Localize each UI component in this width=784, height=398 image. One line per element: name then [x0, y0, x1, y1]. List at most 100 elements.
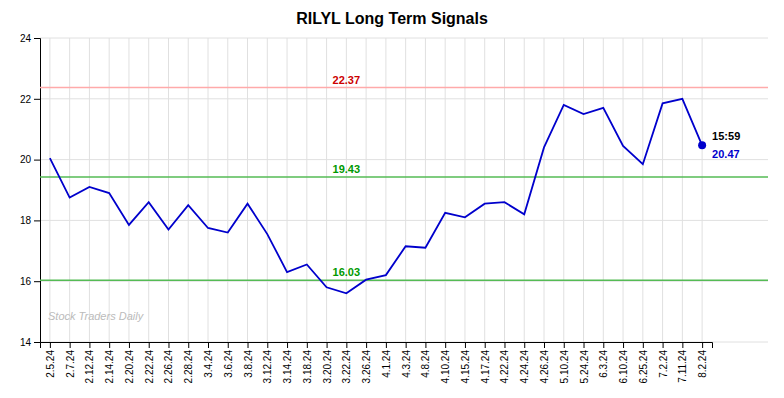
x-tick: 6.25.24 — [638, 342, 649, 383]
x-tick-label: 6.10.24 — [618, 350, 629, 384]
x-tick-mark — [465, 342, 466, 348]
x-tick: 3.18.24 — [302, 342, 313, 383]
x-tick-label: 6.25.24 — [638, 350, 649, 384]
x-tick-label: 4.26.24 — [539, 350, 550, 384]
x-tick-label: 4.17.24 — [480, 350, 491, 384]
x-tick: 7.2.24 — [658, 342, 669, 378]
x-tick: 8.2.24 — [697, 342, 708, 378]
x-tick-label: 2.7.24 — [65, 350, 76, 378]
x-tick: 5.24.24 — [579, 342, 590, 383]
reference-line — [40, 176, 768, 178]
x-tick-mark — [386, 342, 387, 348]
x-tick: 3.8.24 — [243, 342, 254, 378]
grid-line-x — [405, 38, 406, 342]
x-tick-mark — [584, 342, 585, 348]
x-tick: 5.10.24 — [559, 342, 570, 383]
x-axis-line — [41, 343, 713, 349]
x-tick: 2.26.24 — [163, 342, 174, 383]
x-tick-mark — [168, 342, 169, 348]
grid-line-x — [267, 38, 268, 342]
grid-line-x — [425, 38, 426, 342]
x-tick-label: 3.26.24 — [361, 350, 372, 384]
x-tick-label: 3.12.24 — [262, 350, 273, 384]
grid-line-x — [247, 38, 248, 342]
x-tick-mark — [307, 342, 308, 348]
x-tick-label: 8.2.24 — [697, 350, 708, 378]
x-axis: 2.5.242.7.242.12.242.14.242.20.242.22.24… — [41, 342, 713, 383]
x-tick: 4.17.24 — [480, 342, 491, 383]
x-tick-label: 3.14.24 — [282, 350, 293, 384]
x-tick-mark — [524, 342, 525, 348]
y-tick: 14 — [20, 337, 40, 348]
x-tick-mark — [248, 342, 249, 348]
x-tick: 4.24.24 — [519, 342, 530, 383]
x-tick-label: 6.3.24 — [598, 350, 609, 378]
x-tick-mark — [544, 342, 545, 348]
grid-line-x — [524, 38, 525, 342]
last-point-annotation: 20.47 — [712, 148, 740, 160]
chart: RILYL Long Term Signals1416182022242.5.2… — [0, 0, 784, 398]
x-tick-mark — [702, 342, 703, 348]
x-tick-label: 2.14.24 — [104, 350, 115, 384]
grid-line-x — [623, 38, 624, 342]
x-tick-mark — [327, 342, 328, 348]
grid-line-x — [662, 38, 663, 342]
y-tick-label: 14 — [20, 337, 32, 348]
grid-line-x — [642, 38, 643, 342]
x-tick-label: 2.20.24 — [124, 350, 135, 384]
grid-line-x — [69, 38, 70, 342]
reference-line — [40, 280, 768, 282]
grid-line-x — [366, 38, 367, 342]
x-tick-mark — [643, 342, 644, 348]
y-tick-mark — [34, 220, 40, 221]
x-tick: 2.28.24 — [183, 342, 194, 383]
x-tick: 4.8.24 — [420, 342, 431, 378]
x-tick: 4.22.24 — [499, 342, 510, 383]
x-tick-mark — [228, 342, 229, 348]
y-tick: 24 — [20, 33, 40, 44]
x-tick: 2.14.24 — [104, 342, 115, 383]
x-tick: 2.5.24 — [45, 342, 56, 378]
x-tick: 4.15.24 — [460, 342, 471, 383]
grid-line-x — [702, 38, 703, 342]
x-tick-label: 5.24.24 — [579, 350, 590, 384]
x-tick-label: 2.28.24 — [183, 350, 194, 384]
x-tick-mark — [149, 342, 150, 348]
x-tick-mark — [603, 342, 604, 348]
y-tick-mark — [34, 281, 40, 282]
reference-label: 22.37 — [333, 74, 361, 86]
plot: 1416182022242.5.242.7.242.12.242.14.242.… — [20, 33, 768, 384]
x-tick-label: 5.10.24 — [559, 350, 570, 384]
x-tick-label: 4.24.24 — [519, 350, 530, 384]
x-tick: 6.3.24 — [598, 342, 609, 378]
grid-line-x — [227, 38, 228, 342]
reference-label: 16.03 — [333, 266, 361, 278]
grid-line-x — [385, 38, 386, 342]
x-tick-label: 3.20.24 — [322, 350, 333, 384]
y-tick-mark — [34, 99, 40, 100]
y-tick: 18 — [20, 215, 40, 226]
grid-line-x — [109, 38, 110, 342]
y-tick-label: 24 — [20, 33, 32, 44]
x-tick-label: 4.22.24 — [499, 350, 510, 384]
reference-label: 19.43 — [333, 163, 361, 175]
grid-line-x — [49, 38, 50, 342]
x-tick-mark — [70, 342, 71, 348]
annotations: 22.3719.4316.0315:5920.47Stock Traders D… — [48, 74, 740, 322]
grid-line-x — [484, 38, 485, 342]
x-tick: 3.4.24 — [203, 342, 214, 378]
x-tick: 4.26.24 — [539, 342, 550, 383]
x-tick: 3.6.24 — [223, 342, 234, 378]
x-tick: 4.10.24 — [440, 342, 451, 383]
grid-line-x — [583, 38, 584, 342]
title: RILYL Long Term Signals — [296, 10, 488, 27]
x-tick: 2.20.24 — [124, 342, 135, 383]
last-point-annotation: 15:59 — [712, 130, 740, 142]
x-tick: 4.3.24 — [401, 342, 412, 378]
x-tick-mark — [623, 342, 624, 348]
last-point — [698, 141, 706, 149]
x-tick-label: 3.8.24 — [243, 350, 254, 378]
grid-line-x — [682, 38, 683, 342]
x-tick-label: 4.3.24 — [401, 350, 412, 378]
x-tick-mark — [208, 342, 209, 348]
